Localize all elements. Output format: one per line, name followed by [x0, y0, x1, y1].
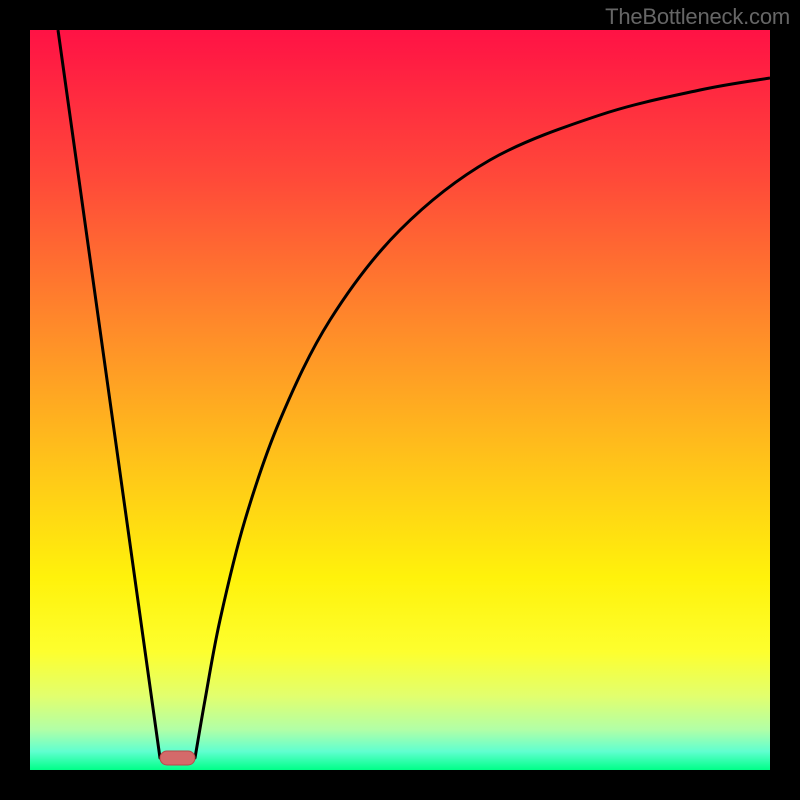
watermark-text: TheBottleneck.com	[605, 4, 790, 30]
minimum-marker	[160, 751, 195, 765]
bottleneck-chart	[0, 0, 800, 800]
chart-background	[30, 30, 770, 770]
chart-stage: TheBottleneck.com	[0, 0, 800, 800]
